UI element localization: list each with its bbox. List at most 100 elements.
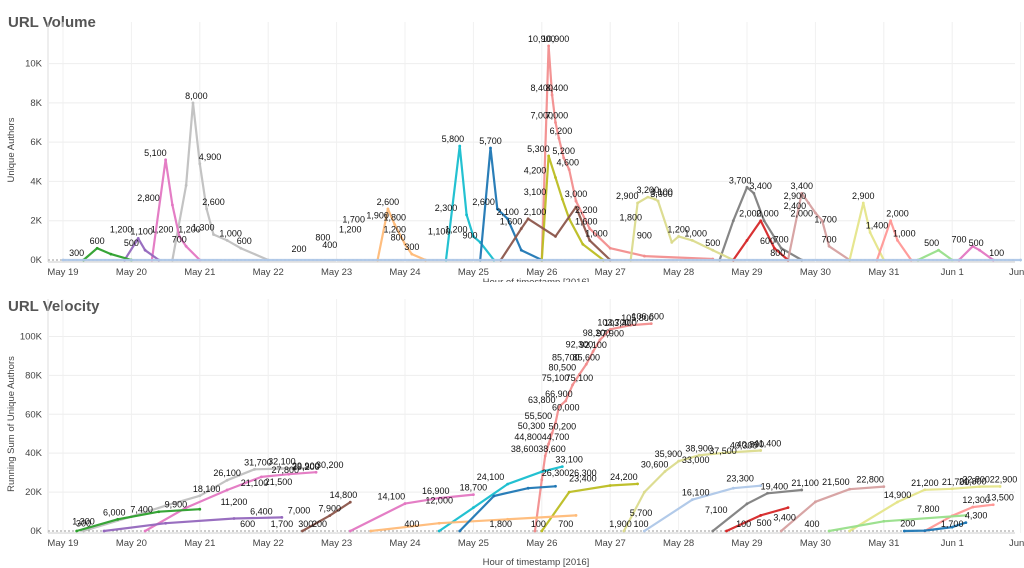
- y-tick-label: 8K: [30, 98, 42, 109]
- data-label: 300: [298, 519, 313, 529]
- x-tick-label: May 26: [526, 538, 557, 549]
- x-tick-label: May 31: [868, 538, 899, 549]
- data-point: [184, 244, 188, 248]
- data-label: 1,200: [339, 224, 362, 234]
- data-point: [827, 244, 831, 248]
- data-label: 21,200: [911, 478, 939, 488]
- x-tick-label: May 20: [116, 267, 147, 278]
- data-label: 22,800: [962, 475, 990, 485]
- data-point: [253, 467, 256, 471]
- data-point: [506, 517, 509, 521]
- data-point: [656, 199, 660, 203]
- data-point: [636, 482, 639, 486]
- data-point: [759, 484, 763, 488]
- x-tick-label: Jun 1: [941, 267, 964, 278]
- series-line: [904, 521, 967, 533]
- series-line: [76, 508, 200, 533]
- data-point: [239, 246, 243, 250]
- x-tick-label: May 21: [184, 538, 215, 549]
- data-label: 5,200: [552, 146, 575, 156]
- y-tick-label: 2K: [30, 216, 42, 227]
- data-point: [495, 207, 499, 211]
- data-label: 29,200: [292, 462, 320, 472]
- data-label: 1,800: [489, 519, 512, 529]
- y-tick-label: 6K: [30, 137, 42, 148]
- data-label: 7,400: [130, 505, 153, 515]
- x-tick-label: May 23: [321, 267, 352, 278]
- data-label: 38,600: [538, 444, 566, 454]
- x-tick-label: May 25: [458, 538, 489, 549]
- data-point: [164, 158, 168, 162]
- data-label: 1,000: [219, 228, 242, 238]
- data-label: 50,200: [549, 421, 577, 431]
- data-point: [848, 529, 851, 533]
- data-label: 37,500: [709, 446, 737, 456]
- data-label: 7,800: [917, 504, 940, 514]
- data-label: 6,000: [103, 507, 126, 517]
- data-point: [998, 485, 1002, 488]
- series-line: [144, 471, 317, 532]
- data-label: 2,000: [886, 209, 909, 219]
- data-label: 7,900: [318, 504, 341, 514]
- data-label: 5,100: [144, 148, 167, 158]
- url-volume-chart: 0K 2K 4K 6K 8K 10K May 19 May 20 May 21 May 22 May…: [6, 22, 1024, 282]
- data-label: 1,800: [383, 213, 406, 223]
- x-tick-label: Jun 2: [1009, 267, 1024, 278]
- data-point: [745, 238, 749, 242]
- data-point: [506, 217, 509, 221]
- x-tick-label: May 26: [526, 267, 557, 278]
- data-label: 900: [462, 230, 477, 240]
- data-label: 12,300: [962, 495, 990, 505]
- data-point: [560, 197, 564, 201]
- data-label: 5,300: [527, 144, 550, 154]
- data-label: 44,700: [542, 432, 570, 442]
- data-label: 21,700: [942, 477, 970, 487]
- data-label: 2,800: [137, 193, 160, 203]
- data-point: [198, 162, 202, 166]
- data-label: 1,700: [814, 215, 837, 225]
- data-point: [902, 529, 906, 533]
- data-point: [591, 350, 595, 353]
- y-tick-label: 20K: [25, 487, 43, 498]
- data-label: 1,900: [366, 211, 389, 221]
- data-label: 1,700: [941, 519, 964, 529]
- series-line: [917, 249, 953, 261]
- series-line: [533, 322, 652, 532]
- data-point: [991, 503, 995, 507]
- data-label: 14,100: [378, 492, 406, 502]
- data-point: [978, 485, 981, 489]
- data-label: 21,100: [241, 478, 269, 488]
- data-label: 2,900: [852, 191, 875, 201]
- series-line: [479, 146, 543, 261]
- data-point: [677, 235, 680, 238]
- data-label: 3,100: [650, 187, 673, 197]
- data-point: [198, 494, 202, 498]
- data-point: [171, 203, 174, 207]
- data-label: 600: [240, 519, 255, 529]
- data-point: [116, 517, 120, 521]
- series-line: [376, 207, 426, 262]
- data-point: [328, 514, 332, 518]
- data-label: 1,200: [445, 224, 468, 234]
- data-label: 700: [172, 234, 187, 244]
- data-point: [711, 529, 715, 533]
- data-label: 4,200: [524, 166, 547, 176]
- data-label: 41,400: [754, 438, 782, 448]
- x-tick-label: May 28: [663, 267, 694, 278]
- data-point: [923, 529, 927, 533]
- data-point: [584, 362, 588, 366]
- data-label: 3,000: [565, 189, 588, 199]
- data-label: 66,900: [545, 389, 573, 399]
- data-point: [759, 219, 763, 223]
- data-label: 1,000: [893, 228, 916, 238]
- data-point: [848, 487, 851, 491]
- data-point: [225, 478, 229, 482]
- data-point: [725, 529, 728, 533]
- data-label: 8,400: [531, 83, 554, 93]
- data-point: [814, 211, 817, 215]
- data-point: [547, 442, 551, 446]
- data-label: 1,200: [178, 224, 201, 234]
- data-point: [403, 242, 407, 246]
- data-label: 3,400: [790, 181, 813, 191]
- data-point: [578, 372, 581, 376]
